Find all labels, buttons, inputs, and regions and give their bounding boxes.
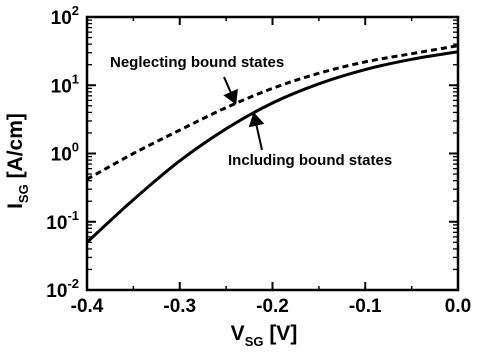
- x-tick-label: -0.1: [349, 296, 382, 317]
- y-axis-title: ISG [A/cm]: [4, 113, 31, 209]
- y-tick-label: 101: [51, 71, 79, 97]
- x-tick-label: -0.2: [256, 296, 289, 317]
- annotation-including: Including bound states: [228, 152, 392, 169]
- annotation-arrow-including: [248, 111, 265, 151]
- x-tick-label: -0.3: [163, 296, 196, 317]
- annotation-arrow-neglecting: [223, 76, 238, 105]
- annotations: Neglecting bound states Including bound s…: [110, 54, 392, 169]
- series-line-including: [85, 50, 459, 244]
- series-layer: [85, 44, 459, 244]
- y-tick-label: 100: [51, 140, 79, 166]
- y-tick-label: 102: [51, 3, 79, 29]
- annotation-neglecting: Neglecting bound states: [110, 54, 284, 71]
- x-tick-label: -0.4: [71, 296, 104, 317]
- x-axis: -0.4 -0.3 -0.2 -0.1 0.0: [71, 17, 471, 317]
- x-tick-label: 0.0: [445, 296, 471, 317]
- y-axis: 10-2 10-1 100 101 102: [46, 3, 458, 302]
- y-tick-label: 10-2: [46, 276, 79, 302]
- y-tick-label: 10-1: [46, 208, 79, 234]
- x-axis-title: VSG [V]: [231, 322, 298, 349]
